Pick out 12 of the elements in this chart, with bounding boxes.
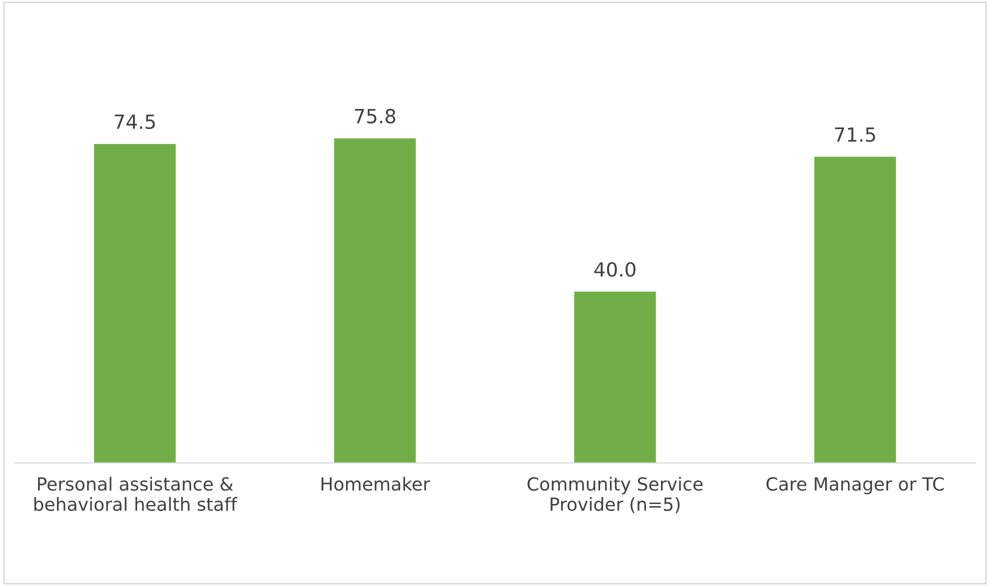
x-tick-label: Homemaker	[322, 476, 430, 491]
data-label: 74.5	[114, 114, 155, 130]
x-tick-label: Care Manager or TC	[766, 477, 944, 494]
data-label: 71.5	[835, 127, 876, 142]
bar	[94, 144, 176, 463]
bar	[574, 292, 656, 463]
x-tick-label: Community Service Provider (n=5)	[528, 476, 703, 514]
x-tick-label: Personal assistance & behavioral health staff	[34, 476, 238, 512]
bar	[814, 156, 896, 463]
data-label: 75.8	[354, 108, 396, 124]
data-label: 40.0	[594, 262, 636, 277]
bar	[334, 138, 416, 463]
